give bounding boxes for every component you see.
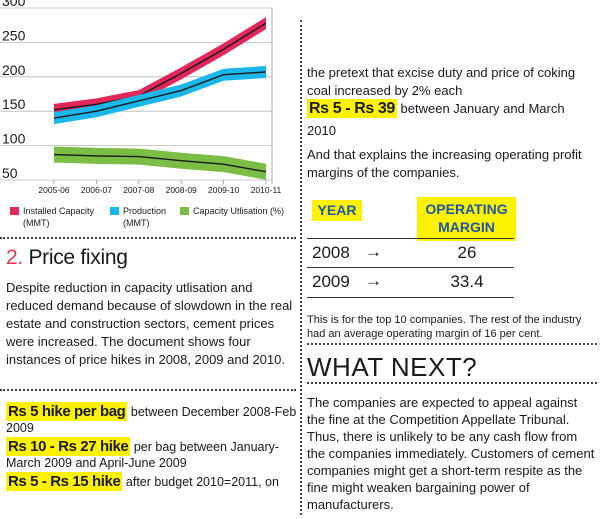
series-band-0: [54, 17, 266, 116]
what-next-heading: WHAT NEXT?: [307, 352, 478, 382]
y-tick-label: 250: [2, 27, 26, 43]
hike-item: Rs 5 - Rs 15 hike after budget 2010=2011…: [6, 472, 298, 491]
right-paragraph-1: the pretext that excise duty and price o…: [307, 65, 576, 98]
x-tick-label: 2007-08: [123, 185, 154, 195]
legend-utilisation-name: Capacity Utlisation (%): [193, 206, 285, 216]
legend-production-label: Production (MMT): [123, 205, 166, 229]
hike-text: after budget 2010=2011, on: [122, 475, 279, 489]
series-line-0: [53, 22, 267, 111]
arrow-right-icon: →: [365, 242, 382, 261]
y-tick-label: 300: [2, 0, 26, 9]
hike-highlight: Rs 5 - Rs 15 hike: [6, 472, 123, 491]
y-tick-label: 200: [2, 62, 26, 78]
table-header-margin: OPERATING MARGIN: [417, 197, 516, 241]
divider-dotted: [307, 343, 597, 345]
right-hike-highlight: Rs 5 - Rs 39: [307, 99, 397, 118]
legend-swatch-installed: [10, 207, 19, 215]
legend-installed-unit: (MMT): [23, 218, 50, 228]
table-rule: [307, 267, 514, 268]
capacity-chart: 50 100 150 200 250 300 2005-06 2006-07 2007-08 2…: [0, 0, 282, 195]
divider-dotted: [307, 382, 597, 384]
section-body: Despite reduction in capacity utlisation…: [6, 280, 293, 367]
right-paragraph-2: And that explains the increasing operati…: [307, 147, 582, 180]
legend-swatch-utilisation: [180, 207, 189, 215]
table-rule: [307, 297, 514, 298]
right-hike-year: 2010: [307, 123, 336, 138]
x-tick-label: 2006-07: [81, 185, 112, 195]
right-hike-line: Rs 5 - Rs 39 between January and March: [307, 99, 597, 118]
table-cell-margin: 33.4: [450, 272, 484, 291]
y-tick-label: 50: [2, 165, 18, 181]
divider-dotted: [0, 237, 296, 239]
legend-capacity-utilisation: Capacity Utlisation (%): [180, 205, 284, 217]
series-line-1: [53, 71, 267, 119]
hike-text: per bag between January-March 2009 and A…: [6, 440, 280, 470]
legend-swatch-production: [110, 207, 119, 215]
table-header-year: YEAR: [312, 200, 362, 221]
x-tick-label: 2005-06: [38, 185, 69, 195]
table-cell-year: 2009: [312, 272, 350, 291]
right-column: the pretext that excise duty and price o…: [307, 0, 597, 519]
column-divider: [300, 20, 302, 515]
hike-highlight: Rs 10 - Rs 27 hike: [6, 437, 131, 456]
y-tick-label: 100: [2, 131, 26, 147]
arrow-right-icon: →: [365, 271, 382, 290]
x-tick-label: 2010-11: [251, 185, 282, 195]
y-tick-label: 150: [2, 96, 26, 112]
section-title: 2. Price fixing: [6, 246, 128, 270]
series-band-2: [54, 146, 266, 180]
section-number: 2.: [6, 246, 23, 269]
legend-production: Production (MMT): [110, 205, 166, 229]
table-cell-year: 2008: [312, 243, 350, 262]
legend-production-name: Production: [123, 206, 167, 216]
legend-installed-capacity: Installed Capacity (MMT): [10, 205, 94, 229]
what-next-body: The companies are expected to appeal aga…: [307, 395, 595, 512]
right-hike-text: between January and March: [396, 101, 565, 116]
hike-text: between December 2008-Feb 2009: [6, 405, 297, 435]
x-tick-label: 2008-09: [166, 185, 197, 195]
x-tick-label: 2009-10: [208, 185, 239, 195]
series-line-2: [53, 153, 267, 173]
hike-item: Rs 5 hike per bag between December 2008-…: [6, 402, 298, 436]
legend-installed-label: Installed Capacity (MMT): [23, 205, 94, 229]
left-column: 50 100 150 200 250 300 2005-06 2006-07 2007-08 2…: [0, 0, 296, 519]
hike-highlight: Rs 5 hike per bag: [6, 402, 128, 421]
table-note: This is for the top 10 companies. The re…: [307, 314, 582, 340]
legend-production-unit: (MMT): [123, 218, 150, 228]
table-rule: [307, 238, 514, 239]
hike-list: Rs 5 hike per bag between December 2008-…: [6, 402, 298, 493]
legend-installed-name: Installed Capacity: [23, 206, 95, 216]
hike-item: Rs 10 - Rs 27 hike per bag between Janua…: [6, 437, 298, 471]
section-title-text: Price fixing: [28, 246, 128, 269]
divider-dotted: [0, 389, 296, 391]
table-cell-margin: 26: [457, 243, 477, 262]
